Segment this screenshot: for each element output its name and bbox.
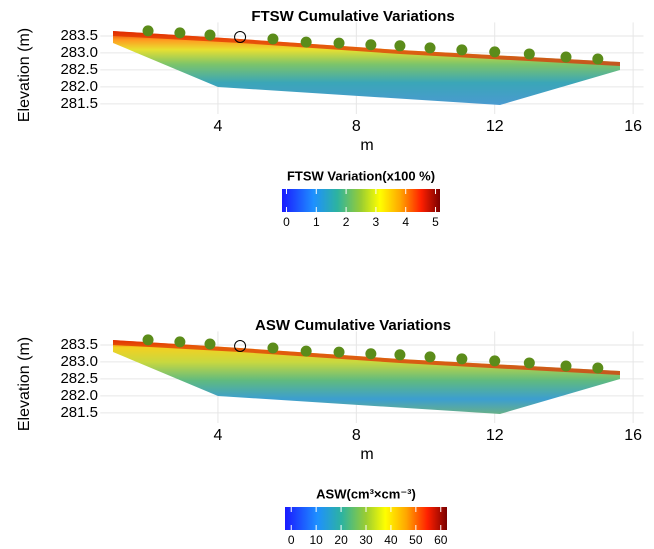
electrode	[365, 348, 377, 360]
electrode	[300, 345, 312, 357]
electrode	[456, 44, 468, 56]
electrode	[489, 355, 501, 367]
colorbar-title: FTSW Variation(x100 %)	[287, 168, 435, 183]
electrode	[489, 46, 501, 58]
electrode	[394, 349, 406, 361]
y-tick-label: 283.0	[60, 353, 98, 370]
y-axis-label: Elevation (m)	[16, 28, 33, 122]
y-tick-label: 283.0	[60, 44, 98, 61]
colorbar	[282, 189, 440, 212]
electrode	[234, 30, 247, 43]
chart-title: ASW Cumulative Variations	[255, 317, 451, 334]
colorbar-tick-label: 20	[334, 533, 348, 547]
surface-strip	[113, 340, 620, 375]
y-tick-label: 282.0	[60, 387, 98, 404]
electrode	[424, 351, 436, 363]
electrode	[204, 338, 216, 350]
electrode	[424, 42, 436, 54]
y-tick-label: 281.5	[60, 404, 98, 421]
x-tick-label: 16	[624, 118, 642, 135]
colorbar-tick-label: 3	[373, 215, 380, 229]
surface-strip	[113, 31, 620, 66]
y-tick-label: 283.5	[60, 27, 98, 44]
electrode	[204, 29, 216, 41]
colorbar-tick-label: 10	[309, 533, 323, 547]
electrode	[234, 339, 247, 352]
electrode	[365, 39, 377, 51]
electrode	[592, 53, 604, 65]
electrode	[142, 25, 154, 37]
colorbar-tick-label: 0	[288, 533, 295, 547]
colorbar-tick-label: 30	[359, 533, 373, 547]
x-tick-label: 8	[352, 427, 361, 444]
x-tick-label: 4	[213, 118, 222, 135]
y-tick-label: 282.5	[60, 61, 98, 78]
colorbar-tick-label: 40	[384, 533, 398, 547]
electrode	[267, 342, 279, 354]
electrode	[560, 51, 572, 63]
electrode	[523, 357, 535, 369]
y-tick-label: 282.5	[60, 370, 98, 387]
electrode	[333, 37, 345, 49]
colorbar-tick-label: 1	[313, 215, 320, 229]
y-axis-label: Elevation (m)	[16, 337, 33, 431]
electrode	[560, 360, 572, 372]
y-tick-label: 283.5	[60, 336, 98, 353]
x-axis-label: m	[360, 446, 373, 463]
electrode	[142, 334, 154, 346]
x-tick-label: 12	[486, 427, 504, 444]
electrode	[174, 336, 186, 348]
electrode	[394, 40, 406, 52]
colorbar-title: ASW(cm³×cm⁻³)	[316, 486, 416, 501]
colorbar-tick-label: 0	[283, 215, 290, 229]
electrode	[333, 346, 345, 358]
colorbar-tick-label: 50	[409, 533, 423, 547]
electrode	[267, 33, 279, 45]
y-tick-label: 281.5	[60, 95, 98, 112]
x-tick-label: 8	[352, 118, 361, 135]
x-tick-label: 12	[486, 118, 504, 135]
x-tick-label: 16	[624, 427, 642, 444]
colorbar	[285, 507, 447, 530]
electrode	[174, 27, 186, 39]
electrode	[523, 48, 535, 60]
colorbar-tick-label: 4	[402, 215, 409, 229]
x-axis-label: m	[360, 137, 373, 154]
section-field	[113, 340, 620, 414]
electrode	[456, 353, 468, 365]
electrode	[300, 36, 312, 48]
x-tick-label: 4	[213, 427, 222, 444]
electrode	[592, 362, 604, 374]
chart-title: FTSW Cumulative Variations	[251, 8, 454, 25]
y-tick-label: 282.0	[60, 78, 98, 95]
colorbar-tick-label: 2	[343, 215, 350, 229]
section-field	[113, 31, 620, 105]
colorbar-tick-label: 60	[434, 533, 448, 547]
colorbar-tick-label: 5	[432, 215, 439, 229]
